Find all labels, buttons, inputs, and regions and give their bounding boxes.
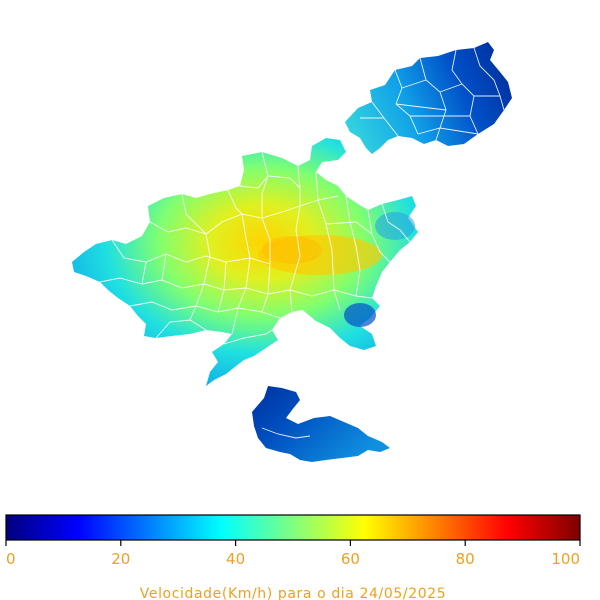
colorbar-tick-label: 100 bbox=[551, 550, 580, 568]
region-main-mainland bbox=[72, 138, 418, 386]
colorbar-ticks: 0 20 40 60 80 100 bbox=[5, 540, 581, 568]
colorbar: 0 20 40 60 80 100 Velocidade(Km/h) para o dia… bbox=[5, 514, 581, 600]
colorbar-bar bbox=[5, 514, 581, 541]
colorbar-tick-label: 60 bbox=[341, 550, 360, 568]
region-south-island bbox=[252, 386, 390, 462]
colorbar-label: Velocidade(Km/h) para o dia 24/05/2025 bbox=[140, 586, 446, 600]
colorbar-tick-label: 20 bbox=[111, 550, 130, 568]
region-north-east-island bbox=[345, 42, 512, 154]
colorbar-tick-label: 40 bbox=[226, 550, 245, 568]
colorbar-tick-label: 80 bbox=[456, 550, 475, 568]
colorbar-tick-label: 0 bbox=[6, 550, 16, 568]
